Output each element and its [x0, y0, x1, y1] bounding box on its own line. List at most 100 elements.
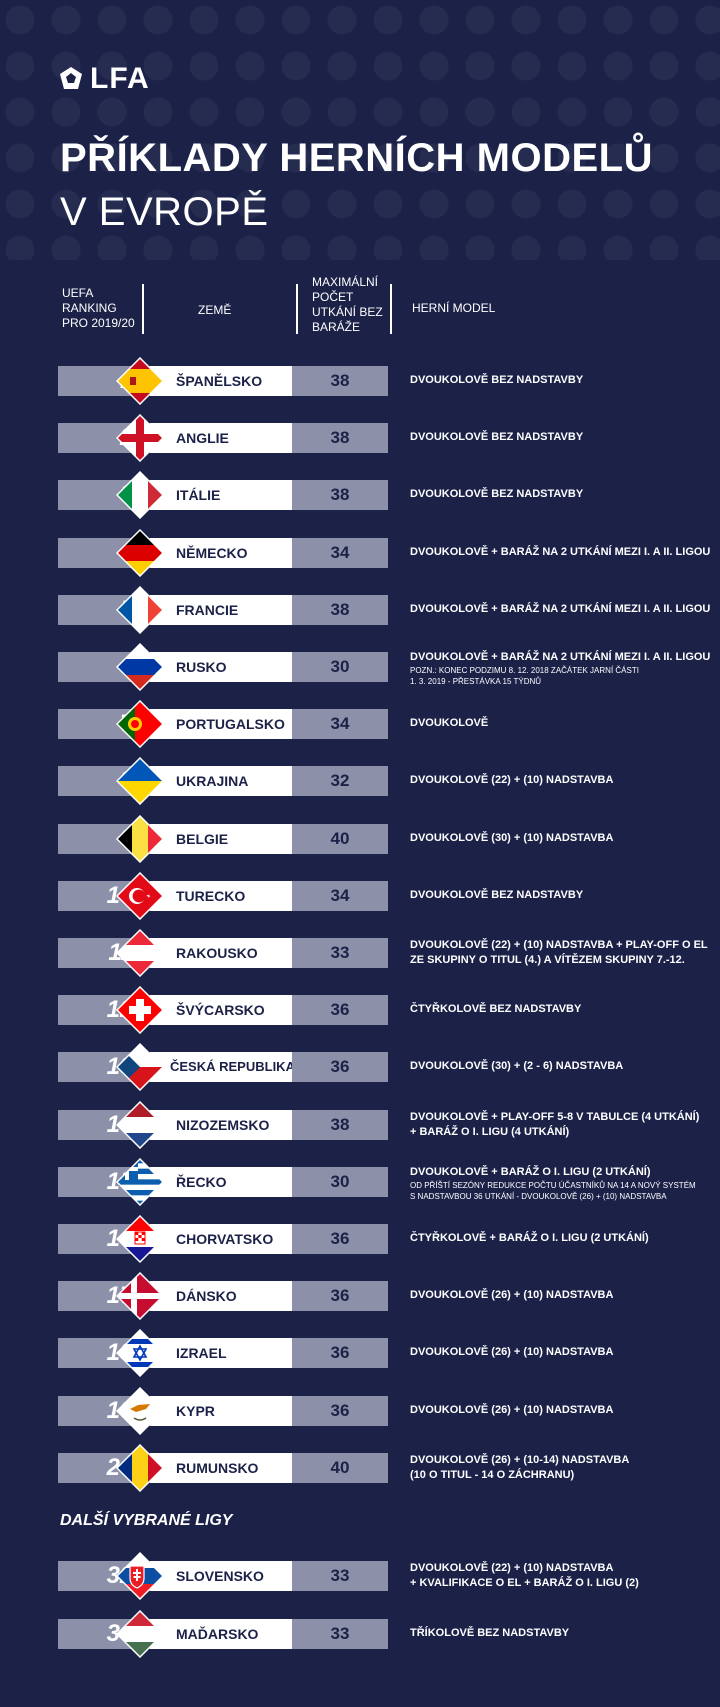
- country-name: DÁNSKO: [176, 1288, 237, 1305]
- max-matches: 38: [292, 366, 388, 396]
- game-model: DVOUKOLOVĚ BEZ NADSTAVBY: [410, 373, 583, 388]
- game-model-line: DVOUKOLOVĚ + BARÁŽ O I. LIGU (2 UTKÁNÍ): [410, 1165, 651, 1178]
- country-name: UKRAJINA: [176, 773, 249, 790]
- game-model: DVOUKOLOVĚ (22) + (10) NADSTAVBA: [410, 773, 613, 788]
- game-model-line: DVOUKOLOVĚ (30) + (2 - 6) NADSTAVBA: [410, 1060, 624, 1073]
- max-matches: 38: [292, 1109, 388, 1140]
- max-matches: 36: [292, 1052, 388, 1083]
- game-model: TŘÍKOLOVĚ BEZ NADSTAVBY: [410, 1626, 569, 1641]
- country-name: RUMUNSKO: [176, 1459, 259, 1476]
- max-matches: 34: [292, 880, 388, 911]
- game-model-line: DVOUKOLOVĚ (26) + (10) NADSTAVBA: [410, 1289, 614, 1302]
- game-model: DVOUKOLOVĚ (30) + (10) NADSTAVBA: [410, 831, 613, 846]
- game-model-line: DVOUKOLOVĚ (26) + (10) NADSTAVBA: [410, 1403, 614, 1416]
- game-model: DVOUKOLOVĚ + PLAY-OFF 5-8 V TABULCE (4 U…: [410, 1110, 699, 1140]
- max-matches: 40: [292, 1452, 388, 1483]
- netherlands-flag-icon: [115, 1100, 165, 1149]
- croatia-flag-icon: [115, 1214, 165, 1264]
- country-name: TURECKO: [176, 887, 246, 904]
- header-divider: [390, 284, 392, 334]
- ukraine-flag-icon: [115, 757, 165, 806]
- slovakia-flag-icon: [115, 1551, 165, 1601]
- country-name: IZRAEL: [176, 1345, 227, 1362]
- country-name: ITÁLIE: [176, 487, 221, 504]
- page-subtitle: V EVROPĚ: [60, 190, 269, 234]
- country-name: NĚMECKO: [176, 544, 248, 561]
- country-name: CHORVATSKO: [176, 1231, 274, 1247]
- portugal-flag-icon: [115, 700, 165, 749]
- game-model-line: DVOUKOLOVĚ + BARÁŽ NA 2 UTKÁNÍ MEZI I. A…: [410, 545, 711, 558]
- country-name: ŠPANĚLSKO: [176, 373, 263, 389]
- max-matches: 33: [292, 938, 388, 968]
- game-model-line: ČTYŘKOLOVĚ BEZ NADSTAVBY: [410, 1003, 582, 1016]
- game-model-note: 1. 3. 2019 - PŘESTÁVKA 15 TÝDNŮ: [410, 677, 542, 686]
- max-matches: 34: [292, 709, 388, 740]
- game-model: DVOUKOLOVĚ (22) + (10) NADSTAVBA + PLAY-…: [410, 938, 708, 968]
- game-model: DVOUKOLOVĚ (26) + (10-14) NADSTAVBA (10 O…: [410, 1453, 629, 1483]
- game-model: DVOUKOLOVĚ + BARÁŽ NA 2 UTKÁNÍ MEZI I. A…: [410, 545, 710, 560]
- logo-text: LFA: [90, 62, 150, 95]
- max-matches: 30: [292, 1166, 388, 1197]
- country-name: FRANCIE: [176, 601, 239, 618]
- max-matches: 40: [292, 823, 388, 854]
- game-model-line: + BARÁŽ O I. LIGU (4 UTKÁNÍ): [410, 1125, 570, 1138]
- game-model-line: (10 O TITUL - 14 O ZÁCHRANU): [410, 1468, 575, 1481]
- game-model: DVOUKOLOVĚ (26) + (10) NADSTAVBA: [410, 1345, 613, 1360]
- italy-flag-icon: [115, 471, 165, 520]
- game-model-line: DVOUKOLOVĚ + BARÁŽ NA 2 UTKÁNÍ MEZI I. A…: [410, 651, 711, 663]
- game-model-line: ČTYŘKOLOVĚ + BARÁŽ O I. LIGU (2 UTKÁNÍ): [410, 1232, 649, 1244]
- country-name: ČESKÁ REPUBLIKA: [170, 1059, 295, 1075]
- header-divider: [142, 284, 144, 334]
- max-matches: 32: [292, 766, 388, 797]
- header-rank: UEFA RANKING PRO 2019/20: [62, 286, 135, 330]
- header-divider: [296, 284, 298, 334]
- country-name: KYPR: [176, 1402, 215, 1419]
- game-model: ČTYŘKOLOVĚ + BARÁŽ O I. LIGU (2 UTKÁNÍ): [410, 1231, 649, 1246]
- game-model-line: + KVALIFIKACE O EL + BARÁŽ O I. LIGU (2): [410, 1577, 639, 1589]
- game-model: DVOUKOLOVĚ BEZ NADSTAVBY: [410, 430, 583, 445]
- game-model-line: DVOUKOLOVĚ BEZ NADSTAVBY: [410, 431, 584, 444]
- france-flag-icon: [115, 585, 165, 634]
- game-model-line: TŘÍKOLOVĚ BEZ NADSTAVBY: [410, 1626, 570, 1639]
- game-model: DVOUKOLOVĚ BEZ NADSTAVBY: [410, 888, 583, 903]
- page-title: PŘÍKLADY HERNÍCH MODELŮ: [60, 136, 654, 180]
- country-name: NIZOZEMSKO: [176, 1116, 270, 1133]
- country-name: ŠVÝCARSKO: [176, 1002, 265, 1019]
- game-model: DVOUKOLOVĚ + BARÁŽ NA 2 UTKÁNÍ MEZI I. A…: [410, 602, 710, 617]
- russia-flag-icon: [115, 642, 165, 692]
- max-matches: 34: [292, 537, 388, 568]
- game-model-line: DVOUKOLOVĚ: [410, 717, 489, 730]
- game-model-line: DVOUKOLOVĚ (22) + (10) NADSTAVBA: [410, 774, 614, 787]
- lfa-logo: LFA: [58, 62, 150, 96]
- game-model: DVOUKOLOVĚ BEZ NADSTAVBY: [410, 487, 583, 502]
- hungary-flag-icon: [115, 1609, 165, 1658]
- game-model: DVOUKOLOVĚ (26) + (10) NADSTAVBA: [410, 1403, 613, 1418]
- game-model-line: DVOUKOLOVĚ (22) + (10) NADSTAVBA: [410, 1562, 614, 1574]
- game-model: ČTYŘKOLOVĚ BEZ NADSTAVBY: [410, 1002, 581, 1017]
- england-flag-icon: [115, 414, 165, 463]
- ball-icon: [60, 67, 82, 89]
- game-model-note: OD PŘÍŠTÍ SEZÓNY REDUKCE POČTU ÚČASTNÍKŮ…: [410, 1180, 696, 1190]
- country-name: ŘECKO: [176, 1173, 227, 1190]
- max-matches: 38: [292, 480, 388, 511]
- max-matches: 33: [292, 1561, 388, 1591]
- game-model-line: DVOUKOLOVĚ BEZ NADSTAVBY: [410, 374, 584, 386]
- game-model-line: DVOUKOLOVĚ + PLAY-OFF 5-8 V TABULCE (4 U…: [410, 1110, 700, 1123]
- max-matches: 36: [292, 1395, 388, 1426]
- country-name: BELGIE: [176, 830, 229, 847]
- czech-flag-icon: [115, 1043, 165, 1092]
- romania-flag-icon: [115, 1443, 165, 1492]
- max-matches: 36: [292, 1281, 388, 1312]
- game-model-line: DVOUKOLOVĚ (26) + (10-14) NADSTAVBA: [410, 1453, 630, 1466]
